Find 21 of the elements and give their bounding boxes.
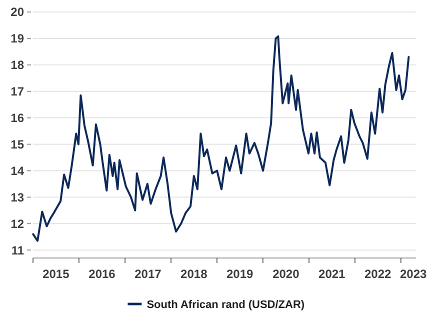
- y-tick-label: 17: [10, 84, 24, 99]
- x-tick-label: 2019: [226, 267, 254, 281]
- y-tick-label: 18: [10, 58, 24, 72]
- x-tick-label: 2022: [364, 267, 392, 281]
- x-tick-label: 2015: [42, 267, 70, 281]
- x-tick-label: 2018: [180, 267, 208, 281]
- y-tick-label: 11: [11, 243, 24, 258]
- line-series: [32, 35, 410, 242]
- y-tick-label: 12: [10, 216, 24, 231]
- x-tick-label: 2021: [318, 267, 346, 281]
- y-tick-label: 14: [10, 164, 24, 178]
- x-tick-label: 2017: [134, 267, 162, 281]
- y-tick-label: 15: [10, 137, 24, 152]
- y-tick-label: 16: [10, 111, 24, 126]
- y-tick-label: 13: [10, 190, 24, 204]
- legend-label: South African rand (USD/ZAR): [146, 298, 305, 311]
- x-tick-label: 2016: [88, 267, 116, 281]
- y-tick-label: 20: [10, 5, 24, 20]
- x-tick-label: 2020: [272, 267, 300, 281]
- y-tick-label: 19: [10, 32, 24, 46]
- x-tick-label: 2023: [400, 267, 428, 281]
